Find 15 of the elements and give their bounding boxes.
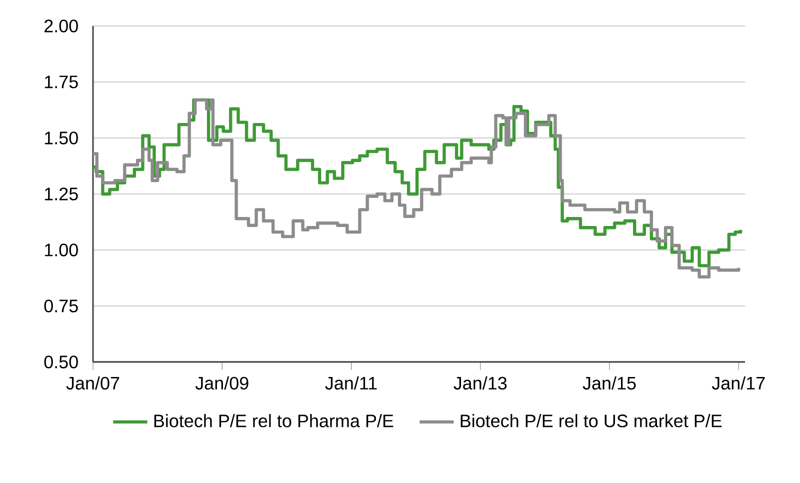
y-tick-label: 0.50 [44,356,78,368]
x-tick-label: Jan/11 [325,376,377,390]
x-tick-label: Jan/07 [66,376,120,390]
y-tick-label: 1.00 [44,244,78,256]
x-tick-label: Jan/15 [582,376,636,390]
y-tick-label: 1.50 [44,132,78,144]
y-tick-label: 1.25 [44,188,78,200]
x-tick-label: Jan/13 [454,376,507,390]
y-tick-label: 0.75 [44,300,78,312]
legend-label: Biotech P/E rel to Pharma P/E [154,414,394,428]
legend-label: Biotech P/E rel to US market P/E [460,414,722,428]
x-tick-label: Jan/17 [712,376,765,390]
x-tick-label: Jan/09 [195,376,248,390]
y-tick-label: 2.00 [44,20,78,32]
y-tick-label: 1.75 [44,76,78,88]
